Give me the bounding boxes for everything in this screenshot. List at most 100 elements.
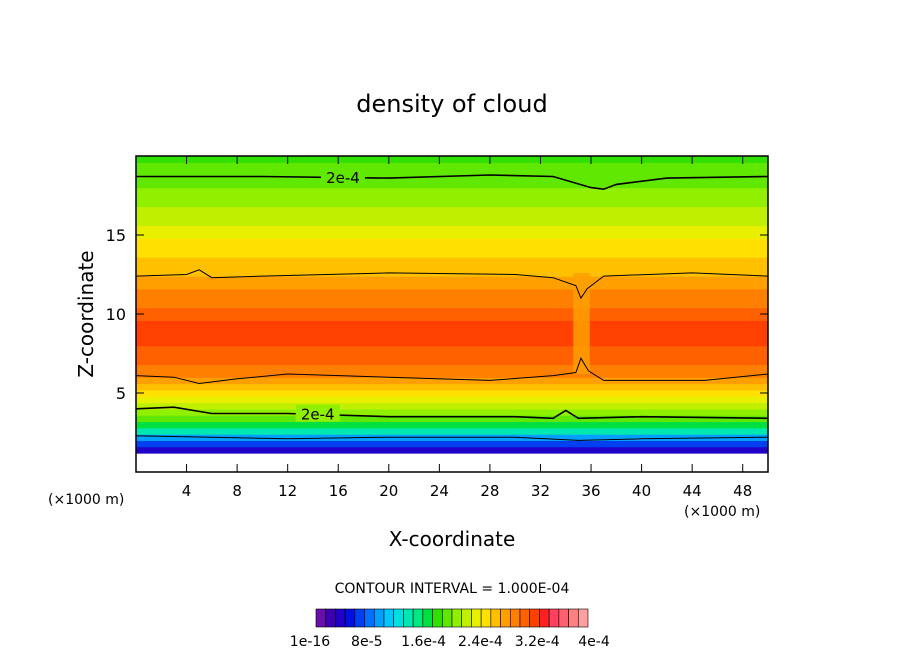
colorbar-swatch: [509, 608, 521, 628]
heatmap-band: [136, 168, 768, 176]
heatmap-band: [136, 301, 768, 309]
heatmap-band: [136, 231, 768, 239]
heatmap-band: [136, 326, 768, 334]
heatmap-band: [136, 288, 768, 296]
x-tick-label: 8: [232, 482, 242, 500]
colorbar-swatch: [519, 608, 531, 628]
contour-line: [136, 406, 768, 420]
heatmap-band: [136, 351, 768, 359]
colorbar-swatch: [383, 608, 395, 628]
colorbar-swatch: [529, 608, 540, 628]
heatmap-band: [136, 276, 768, 283]
heatmap-disturbance: [573, 272, 590, 375]
x-tick-label: 44: [683, 482, 702, 500]
y-tick-label: 15: [106, 226, 126, 245]
y-axis: 5 10 15: [106, 226, 768, 403]
colorbar-tick-label: 8e-5: [351, 634, 382, 650]
contour-line: [136, 435, 768, 441]
colorbar-swatch: [432, 608, 443, 628]
colorbar-swatch: [558, 608, 569, 628]
colorbar-swatch: [373, 608, 385, 628]
x-tick-label: 36: [581, 482, 600, 500]
colorbar-swatch: [461, 608, 472, 628]
contour-label-bg: [320, 168, 365, 186]
contour-line: [136, 269, 768, 300]
y-tick-label: 10: [106, 305, 126, 324]
heatmap-band: [136, 389, 768, 397]
colorbar-swatch: [451, 608, 463, 628]
colorbar-tick-label: 1.6e-4: [401, 634, 446, 650]
heatmap-band: [136, 427, 768, 435]
x-tick-label: 28: [480, 482, 499, 500]
heatmap-band: [136, 446, 768, 454]
heatmap-band: [136, 244, 768, 252]
colorbar-labels: 1e-16 8e-5 1.6e-4 2.4e-4 3.2e-4 4e-4: [290, 634, 610, 650]
contour-interval-label: CONTOUR INTERVAL = 1.000E-04: [335, 581, 570, 597]
heatmap-band: [136, 263, 768, 271]
heatmap-band: [136, 295, 768, 302]
colorbar-swatch: [403, 608, 414, 628]
y-tick-label: 5: [116, 384, 126, 403]
colorbar-swatch: [422, 608, 433, 628]
heatmap-band: [136, 415, 768, 423]
heatmap-band: [136, 212, 768, 220]
x-tick-label: 12: [278, 482, 297, 500]
x-tick-label: 48: [733, 482, 752, 500]
heatmap-band: [136, 402, 768, 410]
colorbar-swatch: [364, 608, 375, 628]
heatmap-band: [136, 257, 768, 265]
contour-lines: 2e-4 2e-4: [136, 168, 768, 441]
heatmap-band: [136, 370, 768, 378]
colorbar-tick-label: 3.2e-4: [515, 634, 560, 650]
colorbar-swatch: [412, 608, 424, 628]
heatmap-band: [136, 162, 768, 170]
chart-title: density of cloud: [356, 90, 547, 118]
x-unit-left: (×1000 m): [48, 492, 124, 508]
contour-label: 2e-4: [326, 169, 360, 187]
heatmap-band: [136, 440, 768, 448]
colorbar-tick-label: 2.4e-4: [458, 634, 503, 650]
heatmap-band: [136, 383, 768, 391]
colorbar-swatch: [568, 608, 579, 628]
heatmap-band: [136, 421, 768, 429]
colorbar-swatch: [539, 608, 550, 628]
heatmap-band: [136, 219, 768, 227]
heatmap-band: [136, 282, 768, 290]
heatmap-band: [136, 332, 768, 340]
x-tick-label: 40: [632, 482, 651, 500]
contour-line: [136, 357, 768, 385]
heatmap-band: [136, 339, 768, 347]
colorbar-swatch: [577, 608, 589, 628]
heatmap-band: [136, 307, 768, 315]
colorbar-swatch: [490, 608, 501, 628]
colorbar-swatch: [335, 608, 346, 628]
y-axis-label: Z-coordinate: [74, 250, 98, 377]
colorbar-swatch: [344, 608, 356, 628]
heatmap-band: [136, 174, 768, 182]
contour-label-bg: [295, 404, 340, 422]
colorbar-tick-label: 1e-16: [290, 634, 330, 650]
x-tick-label: 32: [531, 482, 550, 500]
colorbar-swatch: [325, 608, 336, 628]
heatmap-band: [136, 200, 768, 208]
colorbar-swatch: [471, 608, 482, 628]
x-unit-right: (×1000 m): [684, 504, 760, 520]
x-tick-label: 20: [379, 482, 398, 500]
colorbar-swatch: [354, 608, 365, 628]
colorbar-swatch: [548, 608, 560, 628]
heatmap-band: [136, 181, 768, 189]
heatmap-band: [136, 364, 768, 372]
colorbar: [315, 608, 589, 628]
heatmap-band: [136, 206, 768, 214]
colorbar-tick-label: 4e-4: [578, 634, 610, 650]
x-tick-label: 24: [430, 482, 449, 500]
x-axis-label: X-coordinate: [389, 527, 516, 551]
heatmap-band: [136, 187, 768, 195]
colorbar-swatch: [315, 608, 327, 628]
heatmap-band: [136, 238, 768, 246]
x-tick-label: 16: [329, 482, 348, 500]
heatmap-band: [136, 358, 768, 366]
contour-label: 2e-4: [301, 406, 335, 424]
heatmap-fill: [136, 156, 768, 472]
